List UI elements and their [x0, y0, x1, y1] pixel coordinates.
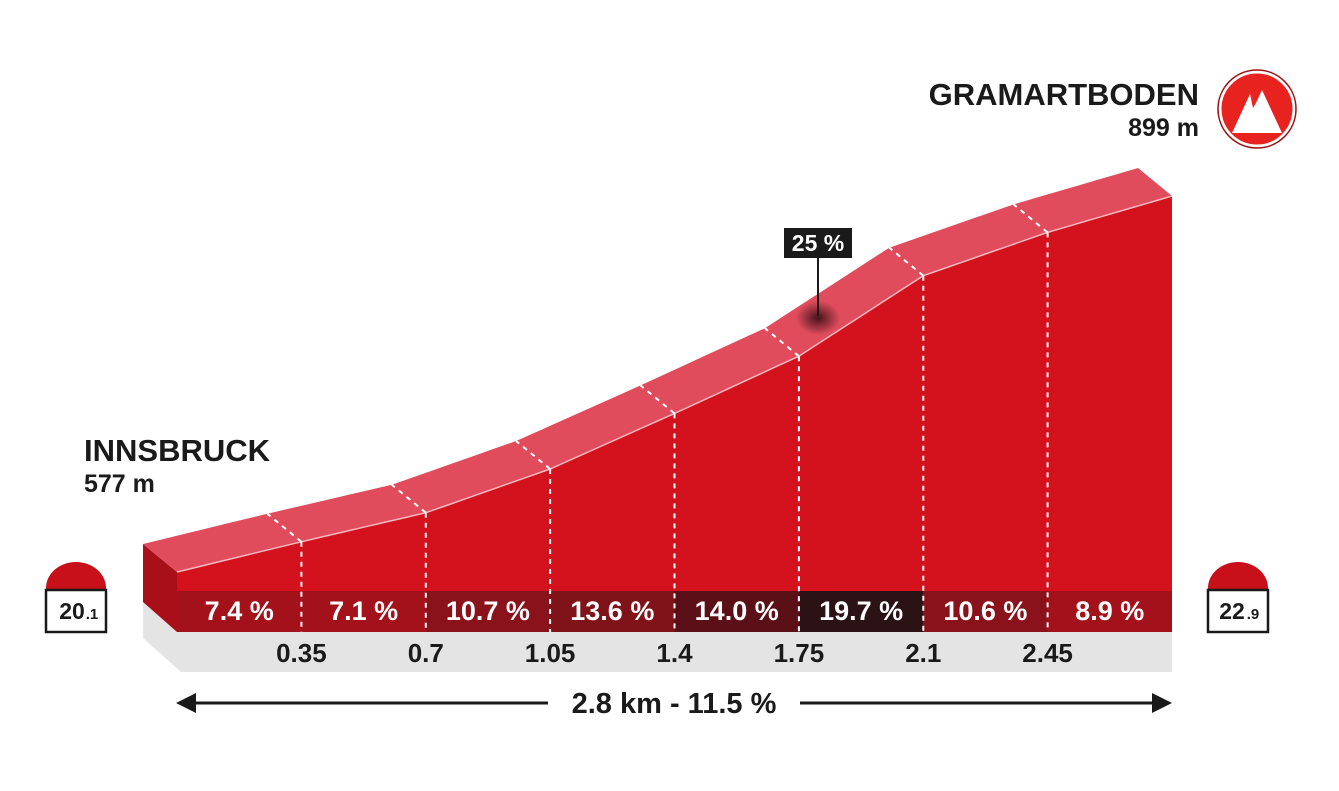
ribbon-separator: [764, 327, 800, 357]
ribbon-separator: [391, 483, 427, 514]
segment-gradient-label: 19.7 %: [819, 596, 903, 626]
finish-km-marker-main: 22: [1219, 598, 1245, 624]
start-km-marker-main: 20: [59, 598, 85, 624]
km-tick-label: 1.4: [656, 638, 693, 668]
segment-gradient-label: 14.0 %: [695, 596, 779, 626]
max-gradient-glow: [796, 301, 840, 335]
max-gradient-badge: 25 %: [792, 230, 844, 256]
segment-gradient-label: 10.7 %: [446, 596, 530, 626]
ribbon-separator: [639, 384, 676, 415]
finish-name: GRAMARTBODEN: [929, 77, 1199, 112]
km-tick-label: 2.1: [905, 638, 941, 668]
segment-gradient-label: 7.1 %: [329, 596, 398, 626]
max-gradient-badge-box: [784, 228, 852, 258]
total-distance-label: 2.8 km - 11.5 %: [572, 688, 777, 720]
ribbon-separator: [1012, 203, 1049, 234]
finish-altitude: 899 m: [1128, 114, 1199, 142]
km-tick-label: 1.05: [525, 638, 576, 668]
gradient-bar: [425, 591, 551, 632]
start-name: INNSBRUCK: [84, 433, 271, 468]
profile-left-side: [143, 544, 177, 632]
start-km-marker-dec: .1: [86, 606, 99, 623]
finish-km-marker: 22 .9: [1206, 562, 1270, 634]
segment-gradient-label: 10.6 %: [943, 596, 1027, 626]
segment-gradient-label: 13.6 %: [570, 596, 654, 626]
ribbon-separator: [266, 513, 303, 543]
finish-km-marker-dec: .9: [1247, 606, 1260, 623]
ribbon-separator: [888, 246, 924, 277]
gradient-bar: [923, 591, 1048, 632]
km-tick-label: 0.35: [276, 638, 327, 668]
km-tick-label: 1.75: [774, 638, 825, 668]
segment-gradient-label: 8.9 %: [1075, 596, 1144, 626]
segment-gradient-label: 7.4 %: [205, 596, 274, 626]
total-distance-arrow: [176, 693, 1172, 713]
gradient-bar: [177, 591, 302, 632]
gradient-bar: [550, 591, 675, 632]
gradient-bar: [1047, 591, 1172, 632]
gradient-bar: [674, 591, 799, 632]
profile-base: [143, 602, 1172, 672]
gradient-segments: 7.4 % 7.1 % 10.7 % 13.6 % 14.0 % 19.7 % 10.6 %…: [177, 203, 1172, 668]
gradient-bar: [798, 591, 924, 632]
start-altitude: 577 m: [84, 470, 155, 498]
gradient-bar: [301, 591, 426, 632]
km-tick-label: 2.45: [1022, 638, 1073, 668]
ribbon-separator: [515, 440, 551, 470]
mountain-summit-icon: [1217, 69, 1297, 149]
km-tick-label: 0.7: [408, 638, 444, 668]
start-km-marker: 20 .1: [44, 562, 108, 634]
